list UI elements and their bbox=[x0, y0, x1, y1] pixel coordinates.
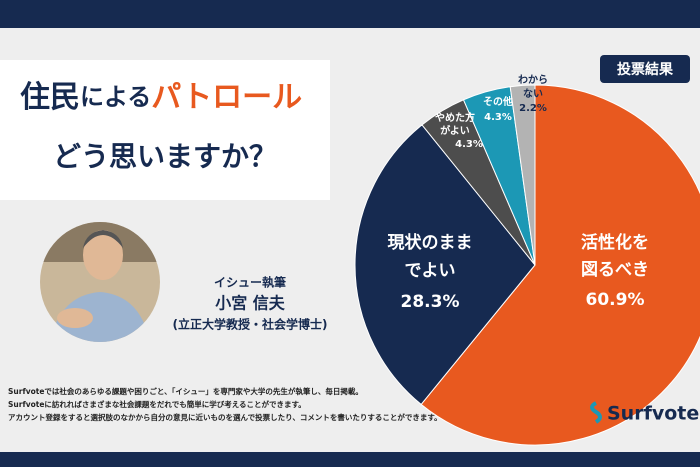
pie bbox=[354, 84, 700, 446]
value-label: 4.3% bbox=[455, 139, 483, 150]
slice-label: 活性化を bbox=[581, 232, 649, 253]
author-name: 小宮 信夫 bbox=[215, 294, 286, 313]
slice-label: がよい bbox=[440, 124, 470, 137]
title-box bbox=[0, 60, 330, 200]
author-affiliation: (立正大学教授・社会学博士) bbox=[173, 317, 328, 332]
logo-icon bbox=[590, 401, 602, 424]
footer-line: Surfvoteに訪れればさまざまな社会課題をだれでも簡単に学び考えることができ… bbox=[8, 399, 306, 409]
value-label: 60.9% bbox=[586, 290, 645, 310]
slice-label: 図るべき bbox=[581, 260, 649, 280]
value-label: 2.2% bbox=[519, 103, 547, 114]
bottom-band bbox=[0, 452, 700, 467]
title-part: による bbox=[80, 83, 151, 111]
slice-label: やめた方 bbox=[435, 111, 475, 124]
pie-slice bbox=[420, 84, 700, 446]
pie-slice bbox=[354, 124, 536, 406]
footer-line: Surfvoteでは社会のあらゆる課題や困りごと、「イシュー」を専門家や大学の先… bbox=[8, 386, 363, 396]
badge: 投票結果 bbox=[617, 61, 674, 78]
top-band bbox=[0, 0, 700, 28]
slice-label: ない bbox=[523, 88, 543, 100]
title-part: パトロール bbox=[151, 80, 302, 115]
value-label: 4.3% bbox=[484, 112, 512, 123]
slice-label: 現状のまま bbox=[388, 232, 473, 253]
title: 住民によるパトロール bbox=[20, 80, 302, 115]
question: どう思いますか？ bbox=[53, 140, 277, 173]
value-label: 28.3% bbox=[401, 292, 460, 312]
portrait bbox=[40, 222, 160, 342]
logo: Surfvote bbox=[607, 403, 699, 425]
slice-label: でよい bbox=[405, 261, 456, 281]
pie-slice bbox=[509, 84, 536, 266]
badge-box bbox=[600, 55, 690, 83]
slice-label: その他 bbox=[483, 95, 513, 108]
author-role: イシュー執筆 bbox=[214, 275, 286, 290]
title-part: 住民 bbox=[20, 80, 80, 115]
footer-line: アカウント登録をすると選択肢のなかから自分の意見に近いものを選んで投票したり、コ… bbox=[8, 412, 442, 422]
slice-label: わから bbox=[518, 74, 548, 86]
